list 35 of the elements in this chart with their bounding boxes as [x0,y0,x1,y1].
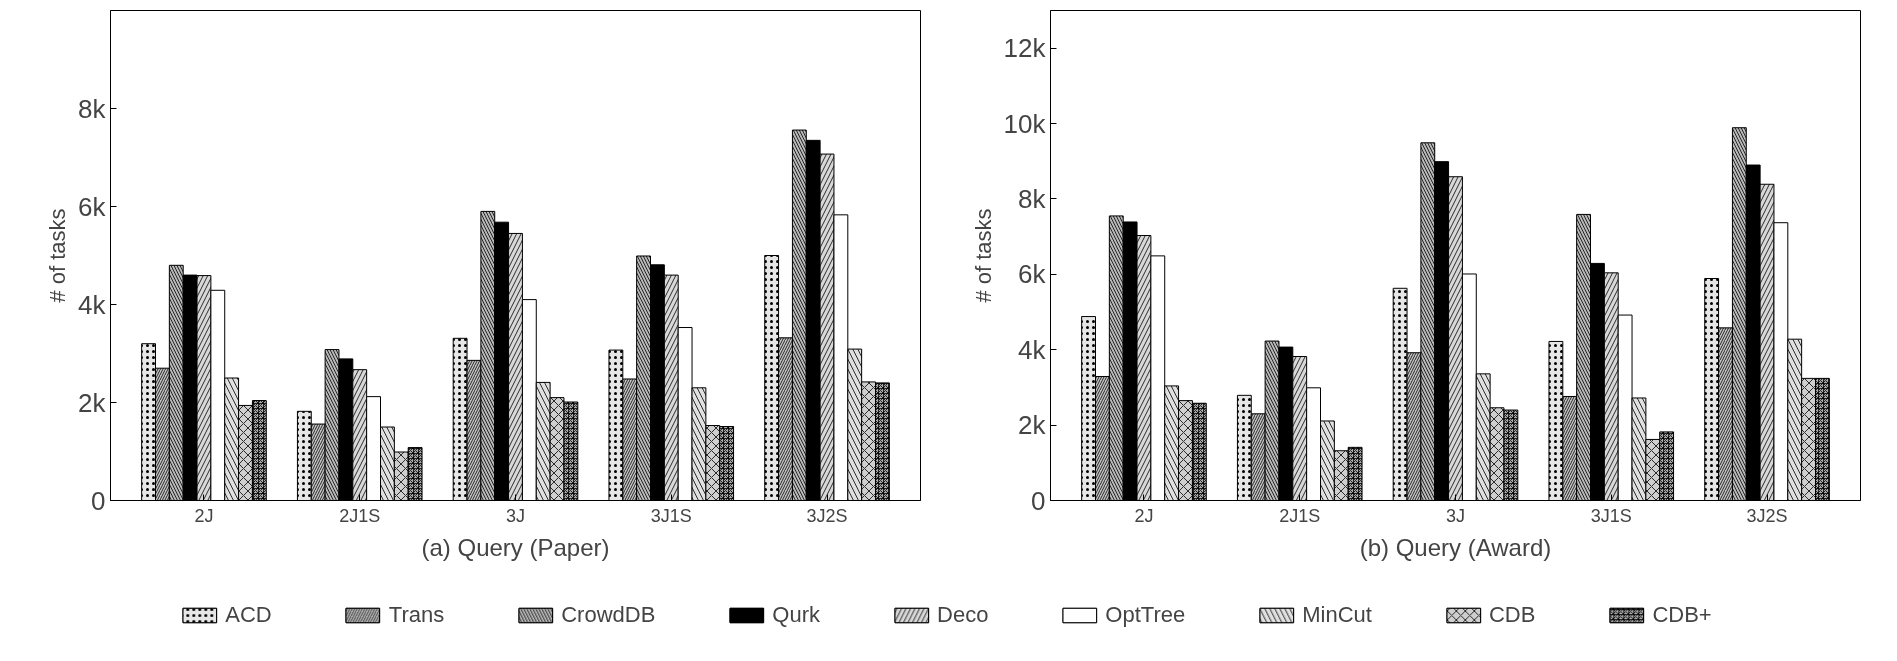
y-tick-label: 10k [1003,108,1047,139]
y-axis-title: # of tasks [45,208,71,303]
legend-label: OptTree [1105,602,1186,628]
x-tick-label: 2J [194,505,214,526]
y-tick-label: 6k [1018,259,1047,290]
y-tick-label: 12k [1003,33,1047,64]
y-tick-label: 8k [78,93,107,124]
legend-label: Qurk [772,602,821,628]
y-axis-title: # of tasks [970,208,996,303]
legend-label: CDB+ [1652,602,1712,628]
x-tick-label: 2J1S [1279,505,1321,526]
x-tick-label: 3J2S [1746,505,1788,526]
x-tick-label: 2J1S [339,505,381,526]
x-tick-label: 3J1S [1590,505,1632,526]
x-tick-label: 3J1S [650,505,692,526]
legend-label: Trans [388,602,445,628]
legend-label: CDB [1488,602,1536,628]
y-tick-label: 2k [1018,410,1047,441]
y-tick-label: 0 [1031,485,1046,516]
legend-label: CrowdDB [561,602,656,628]
x-tick-label: 3J [1445,505,1466,526]
y-tick-label: 8k [1018,183,1047,214]
y-tick-label: 2k [78,387,107,418]
x-tick-label: 3J [505,505,526,526]
legend-label: ACD [225,602,272,628]
legend-label: Deco [937,602,989,628]
legend-label: MinCut [1302,602,1372,628]
x-tick-label: 2J [1134,505,1154,526]
x-tick-label: 3J2S [806,505,848,526]
y-tick-label: 0 [91,485,106,516]
y-tick-label: 4k [78,289,107,320]
y-tick-label: 6k [78,191,107,222]
x-axis-title: (a) Query (Paper) [421,533,610,561]
x-axis-title: (b) Query (Award) [1359,533,1552,561]
y-tick-label: 4k [1018,334,1047,365]
